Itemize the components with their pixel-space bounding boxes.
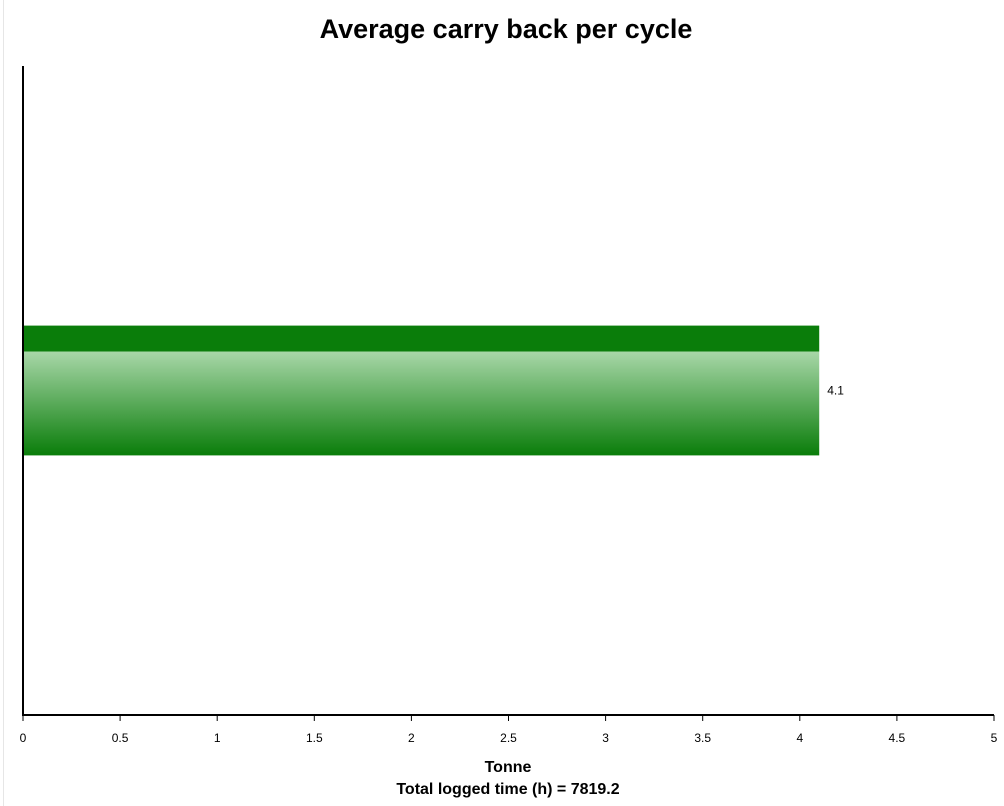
x-tick-label: 5 [991, 731, 998, 745]
x-tick-label: 0.5 [112, 731, 129, 745]
chart-title: Average carry back per cycle [320, 14, 693, 44]
x-tick-label: 2.5 [500, 731, 517, 745]
chart-subtitle: Total logged time (h) = 7819.2 [396, 781, 619, 798]
x-tick-label: 4.5 [889, 731, 906, 745]
bar-value-label: 4.1 [827, 384, 844, 398]
x-tick-label: 1 [214, 731, 221, 745]
x-tick-label: 4 [796, 731, 803, 745]
x-tick-label: 3 [602, 731, 609, 745]
x-axis-title: Tonne [485, 759, 532, 776]
bars-group: 4.1 [23, 325, 844, 456]
axes-group: 0 0.5 1 1.5 2 2.5 3 3.5 4 4.5 5 [20, 66, 998, 745]
x-tick-label: 3.5 [694, 731, 711, 745]
frame-edge [3, 0, 4, 806]
bar [23, 325, 820, 456]
x-tick-label: 1.5 [306, 731, 323, 745]
x-tick-label: 0 [20, 731, 27, 745]
x-tick-label: 2 [408, 731, 415, 745]
